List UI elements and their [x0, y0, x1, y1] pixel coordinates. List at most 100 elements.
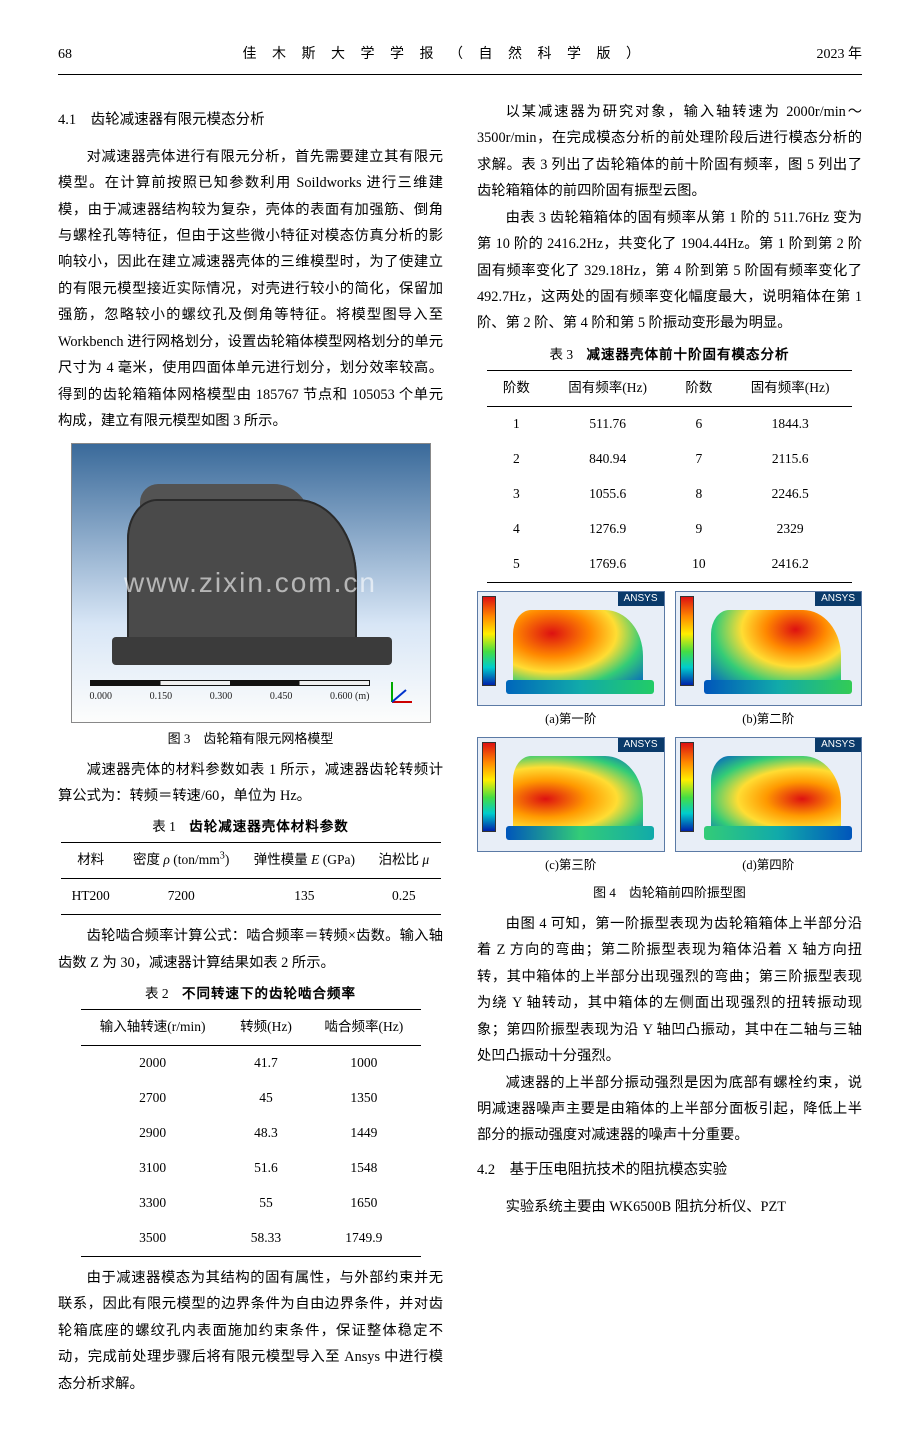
paragraph: 减速器壳体的材料参数如表 1 所示，减速器齿轮转频计算公式为：转频＝转速/60，…: [58, 757, 443, 810]
fem-mesh-render: www.zixin.com.cn 0.000 0.150 0.300 0.450…: [71, 443, 431, 723]
table-cell: 1: [487, 406, 546, 441]
paragraph: 以某减速器为研究对象，输入轴转速为 2000r/min～3500r/min，在完…: [477, 99, 862, 205]
paragraph: 由于减速器模态为其结构的固有属性，与外部约束并无联系，因此有限元模型的边界条件为…: [58, 1265, 443, 1397]
subfig-b-caption: (b)第二阶: [675, 708, 863, 731]
table-header: 弹性模量 E (GPa): [241, 843, 367, 879]
header-year: 2023 年: [817, 42, 863, 68]
table-cell: 2900: [81, 1116, 225, 1151]
table-cell: 45: [225, 1081, 307, 1116]
table-cell: 2: [487, 442, 546, 477]
table-cell: 41.7: [225, 1046, 307, 1081]
table-number: 表 2: [145, 986, 169, 1001]
table-cell: 2000: [81, 1046, 225, 1081]
table-header: 阶数: [487, 370, 546, 406]
heading-4-2: 4.2 基于压电阻抗技术的阻抗模态实验: [477, 1157, 862, 1184]
figure-4: ANSYS (a)第一阶 ANSYS (b)第二阶: [477, 591, 862, 877]
table-header: 啮合频率(Hz): [307, 1010, 420, 1046]
table-cell: 1350: [307, 1081, 420, 1116]
mode-shape-4: ANSYS: [675, 737, 863, 852]
mesh-base: [112, 637, 392, 665]
scale-tick: 0.300: [210, 688, 233, 707]
table-cell: 1449: [307, 1116, 420, 1151]
table-cell: 5: [487, 547, 546, 582]
table-title: 不同转速下的齿轮啮合频率: [182, 986, 356, 1001]
journal-title: 佳 木 斯 大 学 学 报 （ 自 然 科 学 版 ）: [243, 42, 647, 68]
ansys-logo: ANSYS: [618, 592, 664, 606]
mode-shape-3: ANSYS: [477, 737, 665, 852]
table-cell: 1055.6: [546, 477, 670, 512]
scale-ticks: 0.000 0.150 0.300 0.450 0.600 (m): [90, 688, 370, 707]
table-cell: 55: [225, 1186, 307, 1221]
table-cell: 1844.3: [728, 406, 852, 441]
table-cell: 1000: [307, 1046, 420, 1081]
table-3: 阶数 固有频率(Hz) 阶数 固有频率(Hz) 1 511.76 6 1844.…: [487, 370, 852, 583]
table-header: 泊松比 μ: [367, 843, 440, 879]
mode-shape-1: ANSYS: [477, 591, 665, 706]
figure-3-caption: 图 3 齿轮箱有限元网格模型: [58, 727, 443, 751]
table-2-caption: 表 2 不同转速下的齿轮啮合频率: [58, 982, 443, 1007]
table-header: 转频(Hz): [225, 1010, 307, 1046]
mesh-body: [127, 499, 357, 649]
table-title: 减速器壳体前十阶固有模态分析: [587, 347, 790, 362]
table-cell: 8: [669, 477, 728, 512]
gearbox-contour: [513, 610, 643, 688]
gearbox-base: [506, 826, 654, 840]
table-cell: 135: [241, 879, 367, 915]
gearbox-contour: [513, 756, 643, 834]
paragraph: 实验系统主要由 WK6500B 阻抗分析仪、PZT: [477, 1194, 862, 1220]
table-header: 固有频率(Hz): [728, 370, 852, 406]
table-cell: 1276.9: [546, 512, 670, 547]
ansys-logo: ANSYS: [815, 592, 861, 606]
table-header: 固有频率(Hz): [546, 370, 670, 406]
table-number: 表 3: [550, 347, 574, 362]
table-cell: 2700: [81, 1081, 225, 1116]
table-cell: HT200: [61, 879, 121, 915]
gearbox-base: [704, 680, 852, 694]
color-legend: [680, 742, 694, 832]
gearbox-base: [506, 680, 654, 694]
table-cell: 7200: [121, 879, 242, 915]
table-cell: 48.3: [225, 1116, 307, 1151]
table-cell: 1769.6: [546, 547, 670, 582]
table-2: 输入轴转速(r/min) 转频(Hz) 啮合频率(Hz) 2000 41.7 1…: [81, 1009, 421, 1257]
gearbox-contour: [711, 756, 841, 834]
table-cell: 3100: [81, 1151, 225, 1186]
gearbox-base: [704, 826, 852, 840]
subfig-c-caption: (c)第三阶: [477, 854, 665, 877]
subfig-d-caption: (d)第四阶: [675, 854, 863, 877]
table-header: 阶数: [669, 370, 728, 406]
table-cell: 2416.2: [728, 547, 852, 582]
table-cell: 2329: [728, 512, 852, 547]
table-cell: 2246.5: [728, 477, 852, 512]
paragraph: 由图 4 可知，第一阶振型表现为齿轮箱箱体上半部分沿着 Z 方向的弯曲；第二阶振…: [477, 911, 862, 1070]
color-legend: [680, 596, 694, 686]
table-title: 齿轮减速器壳体材料参数: [189, 819, 349, 834]
running-head: 68 佳 木 斯 大 学 学 报 （ 自 然 科 学 版 ） 2023 年: [58, 42, 862, 75]
table-cell: 2115.6: [728, 442, 852, 477]
table-cell: 7: [669, 442, 728, 477]
table-cell: 4: [487, 512, 546, 547]
table-cell: 6: [669, 406, 728, 441]
color-legend: [482, 596, 496, 686]
figure-4-caption: 图 4 齿轮箱前四阶振型图: [477, 881, 862, 905]
right-column: 以某减速器为研究对象，输入轴转速为 2000r/min～3500r/min，在完…: [477, 99, 862, 1397]
table-cell: 10: [669, 547, 728, 582]
table-header: 输入轴转速(r/min): [81, 1010, 225, 1046]
table-cell: 3300: [81, 1186, 225, 1221]
subfig-a-caption: (a)第一阶: [477, 708, 665, 731]
table-cell: 1650: [307, 1186, 420, 1221]
table-cell: 511.76: [546, 406, 670, 441]
ansys-logo: ANSYS: [618, 738, 664, 752]
table-3-caption: 表 3 减速器壳体前十阶固有模态分析: [477, 343, 862, 368]
table-cell: 1548: [307, 1151, 420, 1186]
scale-tick: 0.000: [90, 688, 113, 707]
table-cell: 3500: [81, 1221, 225, 1256]
mode-shape-2: ANSYS: [675, 591, 863, 706]
color-legend: [482, 742, 496, 832]
axis-triad-icon: [386, 676, 418, 708]
left-column: 4.1 齿轮减速器有限元模态分析 对减速器壳体进行有限元分析，首先需要建立其有限…: [58, 99, 443, 1397]
scale-bar: 0.000 0.150 0.300 0.450 0.600 (m): [90, 680, 370, 708]
ansys-logo: ANSYS: [815, 738, 861, 752]
table-header: 密度 ρ (ton/mm3): [121, 843, 242, 879]
table-cell: 1749.9: [307, 1221, 420, 1256]
